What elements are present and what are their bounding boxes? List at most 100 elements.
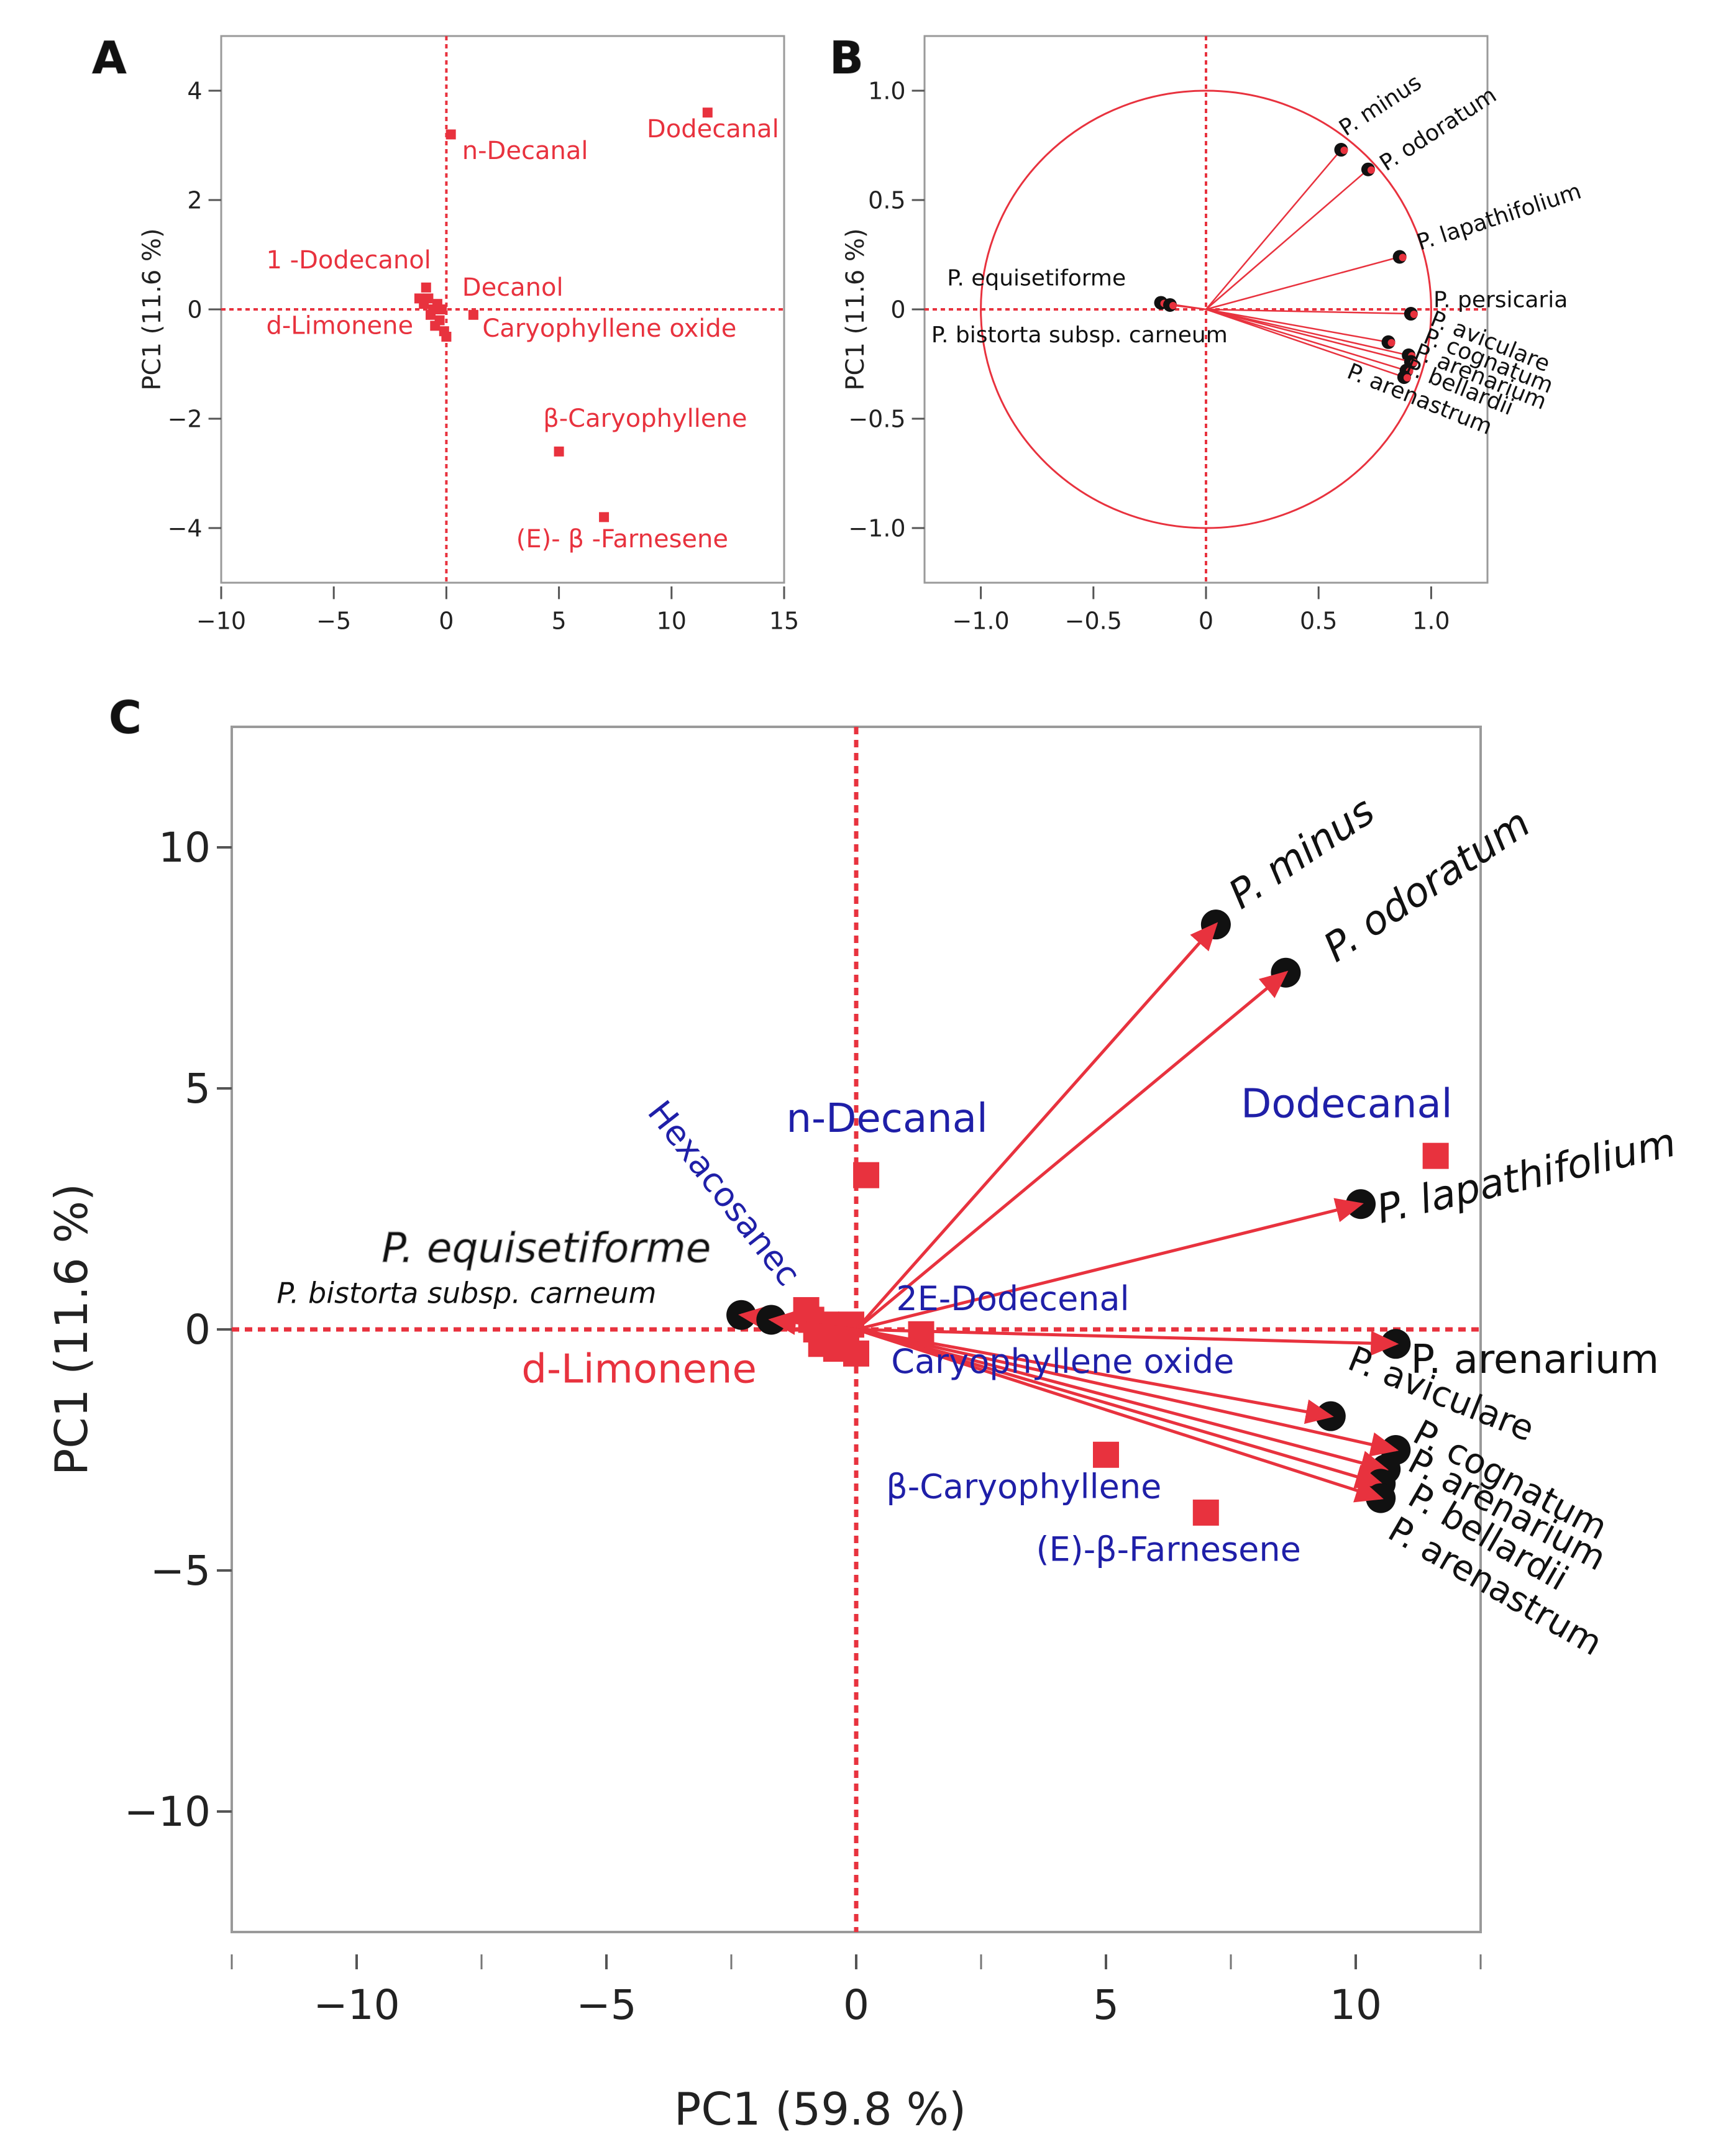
panel-letter-c: C [109,691,142,744]
panel-b: PC1 (11.6 %) −1.0 −0.5 0 0.5 1.0 −1.0 −0.5 0 0.5… [841,35,1584,634]
panel-c-x-tick-label: −10 [313,1981,400,2029]
panel-c-score-point [1192,1499,1219,1526]
panel-a-x-tick-label: −10 [196,607,246,634]
panel-b-x-tick-label: −1.0 [952,607,1009,634]
panel-letter-b: B [829,32,864,84]
panel-b-x-tick-label: 1.0 [1412,607,1450,634]
panel-a-y-tick-label: −4 [168,514,203,542]
panel-c-x-tick-label: 0 [843,1981,869,2029]
panel-b-loading-vector [1205,308,1389,344]
panel-c-loading-vector [856,1328,1389,1475]
panel-a-x-tick-label: 15 [769,607,799,634]
panel-c-score-point [1422,1142,1449,1169]
panel-b-loading-vector [1205,308,1412,363]
panel-c-y-tick-label: 0 [185,1306,211,1354]
panel-b-loading-vector [1205,308,1407,371]
panel-a-score-point [423,293,434,304]
panel-b-loading-point-mark [1169,301,1177,309]
panel-b-x-tick-label: 0.5 [1300,607,1337,634]
panel-c-y-tick-label: −10 [124,1788,211,1836]
panel-c-label: d-Limonene [521,1346,757,1392]
panel-c: PC1 (11.6 %) PC1 (59.8 %) −10 −5 0 5 10 −10 −5… [45,726,1680,2135]
panel-c-label: β-Caryophyllene [886,1467,1161,1506]
panel-c-label: Caryophyllene oxide [891,1342,1234,1381]
panel-c-label: Dodecanal [1241,1082,1452,1128]
panel-b-y-tick-label: 0 [890,296,905,323]
panel-a-score-point [441,332,452,342]
panel-c-x-axis-title: PC1 (59.8 %) [674,2083,966,2135]
panel-a-point-label: (E)- β -Farnesene [516,525,728,554]
panel-c-label: 2E-Dodecenal [896,1279,1129,1318]
panel-b-loading-label: P. lapathifolium [1414,178,1584,255]
panel-b-y-tick-label: −1.0 [848,514,905,542]
panel-a-score-point [434,315,445,326]
panel-c-y-tick-label: −5 [150,1547,211,1595]
panel-c-label: P. minus [1221,788,1383,919]
panel-a-point-label: Decanol [462,273,564,302]
panel-a-y-tick-label: 2 [187,186,202,214]
panel-c-loading-vector [856,1198,1364,1331]
panel-b-loading-vector [1205,149,1342,310]
panel-a-point-label: Dodecanal [647,115,779,144]
panel-b-loading-label: P. persicaria [1433,287,1568,312]
panel-c-label: (E)-β-Farnesene [1036,1529,1300,1569]
panel-c-loading-vector [855,922,1218,1331]
panel-c-loading-vector [856,1328,1334,1424]
panel-b-loading-point-mark [1367,166,1375,174]
panel-b-x-tick-label: 0 [1199,607,1213,634]
panel-c-y-tick-label: 5 [185,1065,211,1113]
panel-a-x-tick-label: 5 [552,607,567,634]
panel-c-label: P. arenarium [1410,1337,1659,1383]
panel-a-point-label: 1 -Dodecanol [266,246,431,275]
panel-b-y-tick-label: 0.5 [868,186,905,214]
panel-c-score-point [853,1162,880,1188]
panel-c-loading-vector [856,1328,1399,1457]
panel-c-loading-vector [856,1328,1384,1503]
panel-b-loading-point-mark [1403,374,1411,382]
panel-b-y-axis-title: PC1 (11.6 %) [841,228,870,390]
panel-b-loading-vector [1205,308,1405,378]
panel-b-loading-vector [1205,168,1369,310]
panel-b-y-tick-label: −0.5 [848,405,905,432]
panel-letter-a: A [92,32,127,84]
panel-a: PC1 (11.6 %) −10 −5 0 5 10 15 −4 −2 0 2 4 Dodecanal… [138,35,799,634]
panel-a-point-label: Caryophyllene oxide [482,314,736,343]
panel-a-point-label: β-Caryophyllene [543,404,747,433]
panel-b-y-tick-label: 1.0 [868,77,905,104]
panel-b-loading-label: P. bistorta subsp. carneum [931,322,1228,348]
panel-a-x-tick-label: −5 [316,607,351,634]
panel-b-loading-point-mark [1399,253,1407,262]
panel-a-y-tick-label: −2 [168,405,203,432]
panel-c-y-tick-label: 10 [158,824,211,872]
panel-a-point-label: d-Limonene [266,312,413,340]
panel-a-y-tick-label: 4 [187,77,202,104]
panel-c-x-tick-label: −5 [576,1981,636,2029]
panel-b-x-tick-label: −0.5 [1065,607,1122,634]
panel-a-score-point [554,446,564,457]
panel-a-score-point [468,309,478,320]
panel-b-loading-label: P. equisetiforme [947,265,1126,291]
panel-b-loading-vector [1205,308,1409,357]
panel-b-loading-point-mark [1410,311,1418,319]
panel-c-loading-vector [856,1328,1384,1489]
panel-a-x-tick-label: 0 [439,607,454,634]
panel-c-loading-vector [768,1310,857,1335]
panel-a-score-point [437,304,447,314]
panel-b-loading-point-mark [1410,358,1418,367]
panel-c-score-point [1093,1441,1119,1468]
panel-c-loading-vector [856,1328,1399,1356]
panel-b-loading-vector [1205,256,1400,311]
panel-b-correlation-circle [980,89,1432,529]
panel-b-loading-vector [1205,308,1411,315]
panel-c-x-tick-label: 5 [1093,1981,1119,2029]
panel-c-loading-vector [855,970,1289,1331]
panel-c-x-tick-label: 10 [1330,1981,1382,2029]
panel-a-y-tick-label: 0 [187,296,202,323]
panel-a-score-point [445,129,456,140]
panel-a-score-point [599,512,610,522]
panel-c-label: P. bistorta subsp. carneum [276,1276,656,1310]
panel-a-score-point [702,107,713,118]
panel-c-label: n-Decanal [786,1096,987,1142]
panel-c-score-point [843,1340,869,1367]
